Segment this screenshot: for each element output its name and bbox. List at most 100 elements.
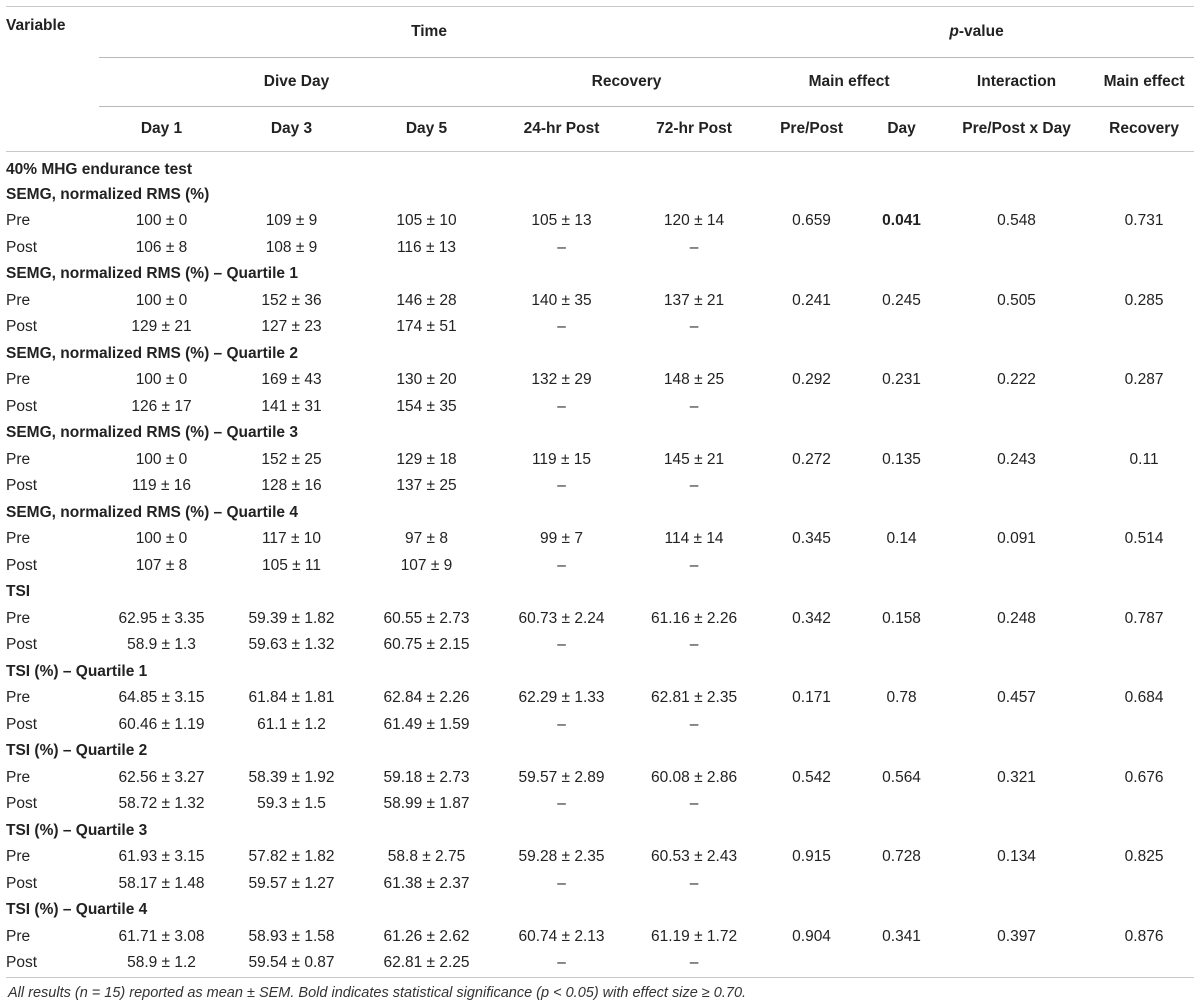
table-cell: 57.82 ± 1.82 xyxy=(248,848,335,866)
table-cell xyxy=(759,791,864,818)
table-cell: – xyxy=(557,715,566,733)
row-label: Pre xyxy=(6,927,31,945)
row-label: Post xyxy=(6,397,38,415)
row-label: Pre xyxy=(6,291,31,309)
table-cell: – xyxy=(557,397,566,415)
header-blank-2 xyxy=(6,57,99,106)
table-cell: 59.57 ± 1.27 xyxy=(248,874,335,892)
table-cell xyxy=(864,871,939,898)
table-cell: 59.18 ± 2.73 xyxy=(383,768,470,786)
table-cell: 62.81 ± 2.35 xyxy=(650,689,738,707)
table-cell: – xyxy=(689,397,699,415)
table-cell: 0.676 xyxy=(1124,768,1164,786)
table-cell: – xyxy=(689,636,699,654)
table-cell: 129 ± 21 xyxy=(131,318,192,336)
table-cell: 141 ± 31 xyxy=(261,397,322,415)
table-cell xyxy=(864,553,939,580)
table-cell: 148 ± 25 xyxy=(663,371,725,389)
section-title: SEMG, normalized RMS (%) – Quartile 4 xyxy=(6,503,298,521)
table-cell: – xyxy=(494,950,629,978)
table-cell: 60.46 ± 1.19 xyxy=(118,715,205,733)
table-cell: – xyxy=(557,795,566,813)
table-cell xyxy=(1094,473,1194,500)
table-row: Pre 100 ± 0 117 ± 10 97 ± 8 99 ± 7 114 ± 14 0.… xyxy=(6,526,1194,553)
table-cell: 97 ± 8 xyxy=(405,530,448,548)
table-cell: – xyxy=(557,874,566,892)
table-cell: 100 ± 0 xyxy=(135,212,188,230)
table-cell: 0.041 xyxy=(882,212,921,230)
row-label: Post xyxy=(6,715,38,733)
row-label: Post xyxy=(6,238,38,256)
table-cell: 60.74 ± 2.13 xyxy=(518,927,605,945)
table-cell: 105 ± 11 xyxy=(261,556,322,574)
table-cell: 61.26 ± 2.62 xyxy=(383,927,470,945)
row-label: Pre xyxy=(6,848,31,866)
table-row: Pre 61.71 ± 3.08 58.93 ± 1.58 61.26 ± 2.62 6… xyxy=(6,924,1194,951)
table-cell: 0.825 xyxy=(1124,848,1164,866)
table-cell: 60.53 ± 2.43 xyxy=(650,848,738,866)
table-row: Post 119 ± 16 128 ± 16 137 ± 25 – – xyxy=(6,473,1194,500)
table-cell xyxy=(939,314,1094,341)
table-cell: – xyxy=(557,318,566,336)
table-cell xyxy=(939,553,1094,580)
table-cell xyxy=(1094,712,1194,739)
results-table: Variable Time p-value Dive Day Recovery … xyxy=(6,7,1195,978)
table-cell xyxy=(1094,553,1194,580)
table-cell: 0.158 xyxy=(882,609,921,627)
table-cell: 137 ± 21 xyxy=(663,291,725,309)
table-cell: 109 ± 9 xyxy=(265,212,318,230)
header-interaction: Interaction xyxy=(939,57,1095,107)
table-cell: 0.787 xyxy=(1124,609,1164,627)
table-row: Post 58.72 ± 1.32 59.3 ± 1.5 58.99 ± 1.87 – – xyxy=(6,791,1194,818)
table-cell: 64.85 ± 3.15 xyxy=(118,689,205,707)
table-cell: 127 ± 23 xyxy=(261,318,322,336)
section-title: TSI (%) – Quartile 3 xyxy=(6,821,148,839)
table-row: Post 58.9 ± 1.3 59.63 ± 1.32 60.75 ± 2.15 – – xyxy=(6,632,1194,659)
table-cell xyxy=(759,553,864,580)
table-cell: 0.272 xyxy=(792,450,831,468)
table-cell: 107 ± 9 xyxy=(400,556,453,574)
table-cell xyxy=(1094,871,1194,898)
table-cell: 105 ± 13 xyxy=(531,212,592,230)
table-cell: 59.57 ± 2.89 xyxy=(518,768,605,786)
table-cell: 61.1 ± 1.2 xyxy=(257,715,326,733)
table-row: Post 107 ± 8 105 ± 11 107 ± 9 – – xyxy=(6,553,1194,580)
header-day: Day xyxy=(864,106,940,152)
table-cell: 61.38 ± 2.37 xyxy=(383,874,470,892)
table-cell: 117 ± 10 xyxy=(261,530,322,548)
table-cell: 62.95 ± 3.35 xyxy=(118,609,205,627)
table-cell: 58.9 ± 1.3 xyxy=(127,636,196,654)
table-cell xyxy=(759,712,864,739)
header-time: Time xyxy=(99,7,760,58)
table-row: Post 129 ± 21 127 ± 23 174 ± 51 – – xyxy=(6,314,1194,341)
row-label: Pre xyxy=(6,609,31,627)
table-cell xyxy=(939,950,1095,978)
section-title: TSI (%) – Quartile 4 xyxy=(6,901,148,919)
header-prepost: Pre/Post xyxy=(759,106,865,152)
table-cell: 61.19 ± 1.72 xyxy=(650,927,738,945)
table-cell: 120 ± 14 xyxy=(663,212,725,230)
table-cell: 0.564 xyxy=(882,768,921,786)
table-cell: 62.81 ± 2.25 xyxy=(359,950,494,978)
table-cell: 114 ± 14 xyxy=(664,530,724,548)
table-cell xyxy=(1094,314,1194,341)
table-cell: 0.397 xyxy=(997,927,1036,945)
table-cell: 0.292 xyxy=(792,371,831,389)
table-cell: 116 ± 13 xyxy=(396,238,457,256)
table-cell: 0.248 xyxy=(997,609,1036,627)
table-cell: 0.728 xyxy=(882,848,921,866)
table-row: Pre 61.93 ± 3.15 57.82 ± 1.82 58.8 ± 2.75 59… xyxy=(6,844,1194,871)
table-cell: 0.904 xyxy=(792,927,831,945)
table-cell xyxy=(939,632,1094,659)
table-cell: 174 ± 51 xyxy=(396,318,457,336)
table-cell: 0.345 xyxy=(792,530,831,548)
table-footnote: All results (n = 15) reported as mean ± … xyxy=(8,985,747,1001)
row-label: Post xyxy=(6,874,38,892)
table-cell: 140 ± 35 xyxy=(531,291,592,309)
table-row: Pre 100 ± 0 109 ± 9 105 ± 10 105 ± 13 120 ± 1… xyxy=(6,208,1194,235)
table-cell: 58.9 ± 1.2 xyxy=(99,950,224,978)
table-cell: 145 ± 21 xyxy=(663,450,725,468)
table-cell: 0.514 xyxy=(1124,530,1164,548)
table-cell: 119 ± 15 xyxy=(531,450,592,468)
table-cell: 0.11 xyxy=(1129,450,1159,468)
